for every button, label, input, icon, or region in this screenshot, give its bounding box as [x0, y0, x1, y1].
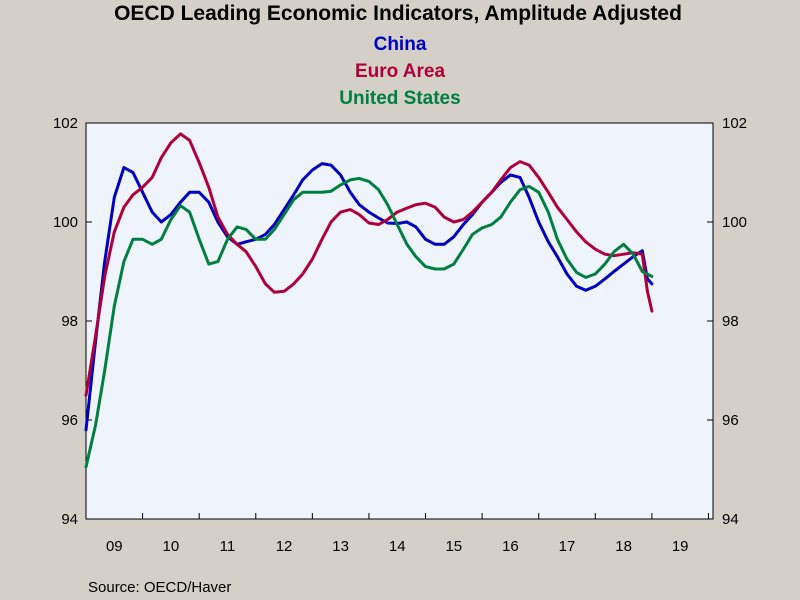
x-tick-label: 09: [106, 538, 123, 555]
chart-title: OECD Leading Economic Indicators, Amplit…: [114, 2, 682, 25]
legend-item: China: [374, 34, 427, 55]
y-tick-label-left: 98: [61, 313, 78, 330]
series-line: [84, 176, 654, 469]
y-tick-label-right: 102: [722, 115, 747, 132]
x-tick-label: 14: [389, 538, 406, 555]
series-line: [84, 132, 654, 397]
y-tick-label-left: 96: [61, 412, 78, 429]
y-tick-label-right: 96: [722, 412, 739, 429]
plot-area: [85, 122, 714, 520]
axes: 94 94 96 96 98 98 100 100 102 102 09 10 11 12 13 14 15 16…: [53, 115, 747, 555]
x-tick-label: 13: [332, 538, 349, 555]
y-tick-label-left: 102: [53, 115, 78, 132]
y-tick-label-right: 98: [722, 313, 739, 330]
series-group: [84, 132, 654, 469]
y-tick-label-right: 100: [722, 214, 747, 231]
x-tick-label: 19: [672, 538, 689, 555]
source-note: Source: OECD/Haver: [88, 579, 231, 596]
legend-item: United States: [339, 88, 460, 109]
x-tick-label: 10: [163, 538, 180, 555]
y-tick-label-left: 100: [53, 214, 78, 231]
y-tick-label-right: 94: [722, 511, 739, 528]
legend-item: Euro Area: [355, 61, 446, 82]
series-line: [84, 162, 654, 432]
x-tick-label: 16: [502, 538, 519, 555]
legend: China Euro Area United States: [339, 34, 460, 109]
x-tick-label: 18: [615, 538, 632, 555]
x-tick-label: 17: [559, 538, 576, 555]
x-tick-label: 12: [276, 538, 293, 555]
y-tick-label-left: 94: [61, 511, 78, 528]
x-tick-label: 11: [220, 538, 236, 555]
x-tick-label: 15: [445, 538, 462, 555]
